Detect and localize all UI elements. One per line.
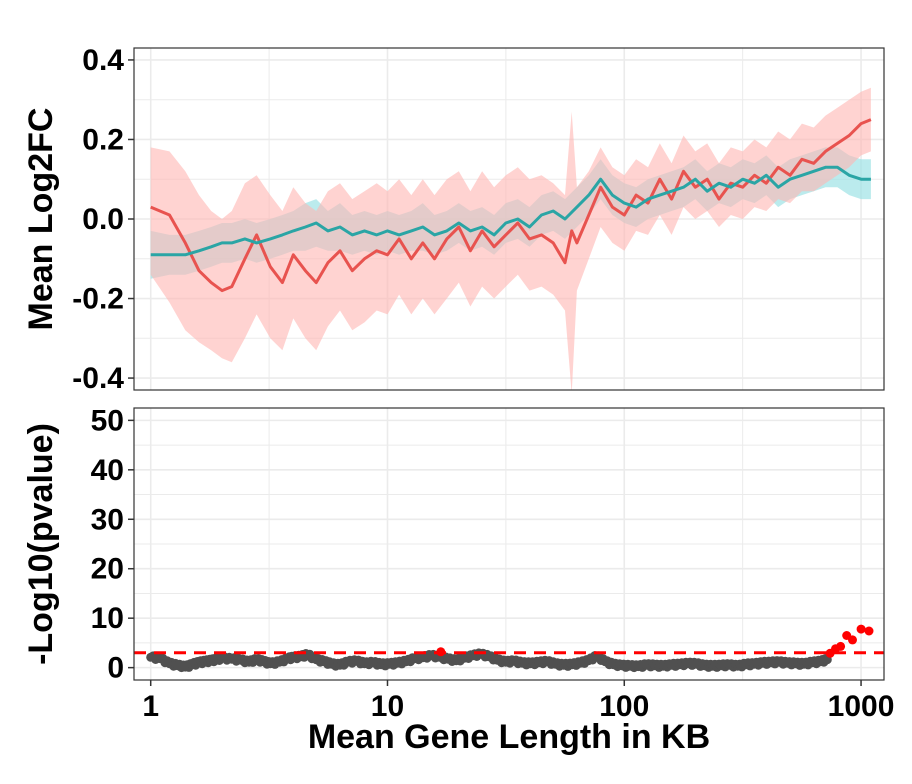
x-axis-title: Mean Gene Length in KB bbox=[308, 718, 710, 756]
significant-point bbox=[848, 635, 857, 645]
top-y-tick-label: 0.0 bbox=[82, 203, 124, 236]
x-tick-label: 100 bbox=[599, 690, 649, 723]
pvalue-panel: 0 10 20 30 40 50 1 10 100 1000 bbox=[91, 404, 895, 723]
bottom-y-tick-label: 40 bbox=[91, 454, 124, 487]
bottom-y-tick-label: 30 bbox=[91, 503, 124, 536]
x-tick-label: 10 bbox=[371, 690, 404, 723]
bottom-y-axis-title: -Log10(pvalue) bbox=[22, 423, 60, 665]
bottom-plot-area bbox=[134, 624, 884, 673]
top-y-tick-label: 0.2 bbox=[82, 123, 124, 156]
top-y-axis-title: Mean Log2FC bbox=[22, 108, 60, 331]
bottom-y-tick-label: 50 bbox=[91, 404, 124, 437]
top-panel-border bbox=[133, 47, 885, 391]
bottom-y-tick-label: 20 bbox=[91, 553, 124, 586]
significant-point bbox=[836, 641, 846, 651]
significant-point bbox=[864, 626, 874, 636]
bottom-grid bbox=[134, 408, 884, 680]
bottom-panel-border bbox=[133, 407, 885, 681]
bottom-y-tick-label: 10 bbox=[91, 602, 124, 635]
top-y-tick-label: -0.4 bbox=[72, 362, 124, 395]
x-tick-label: 1000 bbox=[828, 690, 895, 723]
top-y-tick-label: -0.2 bbox=[72, 283, 124, 316]
top-y-tick-label: 0.4 bbox=[82, 44, 124, 77]
teal-series-line bbox=[150, 165, 871, 257]
x-tick-label: 1 bbox=[142, 690, 159, 723]
bottom-y-tick-label: 0 bbox=[107, 652, 124, 685]
red-confidence-band bbox=[150, 87, 871, 390]
top-plot-area bbox=[150, 87, 872, 390]
significant-point bbox=[856, 624, 866, 634]
red-series-line bbox=[150, 118, 872, 293]
log2fc-panel: -0.4 -0.2 0.0 0.2 0.4 bbox=[72, 44, 885, 395]
